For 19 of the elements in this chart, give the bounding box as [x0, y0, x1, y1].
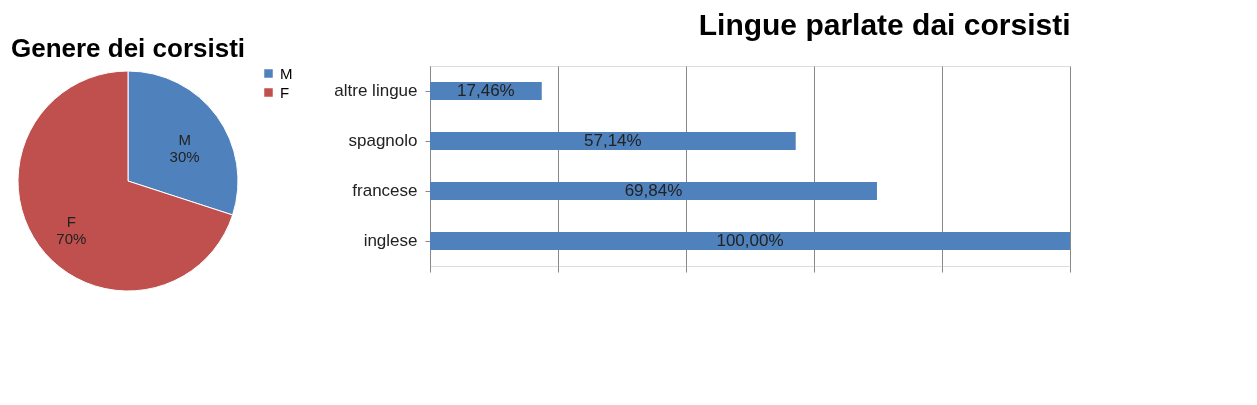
slice-label: M — [178, 130, 191, 148]
bar — [430, 182, 877, 200]
y-tick-label: altre lingue — [334, 81, 418, 100]
legend-label: F — [280, 83, 290, 101]
y-tick-label: francese — [352, 181, 418, 200]
data-label: 100,00% — [716, 231, 784, 250]
y-tick-label: inglese — [363, 231, 418, 250]
bar — [430, 232, 1070, 250]
y-tick-label: spagnolo — [348, 131, 418, 150]
legend-label: M — [280, 64, 293, 82]
chart-title: Lingue parlate dai corsisti — [698, 8, 1071, 41]
data-label: 17,46% — [457, 81, 515, 100]
data-label: 70% — [56, 230, 87, 248]
slice-label: F — [66, 213, 76, 231]
data-label: 57,14% — [584, 131, 642, 150]
data-label: 69,84% — [624, 181, 683, 200]
bar — [430, 132, 796, 150]
chart-title: Genere dei corsisti — [10, 33, 246, 63]
data-label: 30% — [169, 147, 200, 165]
